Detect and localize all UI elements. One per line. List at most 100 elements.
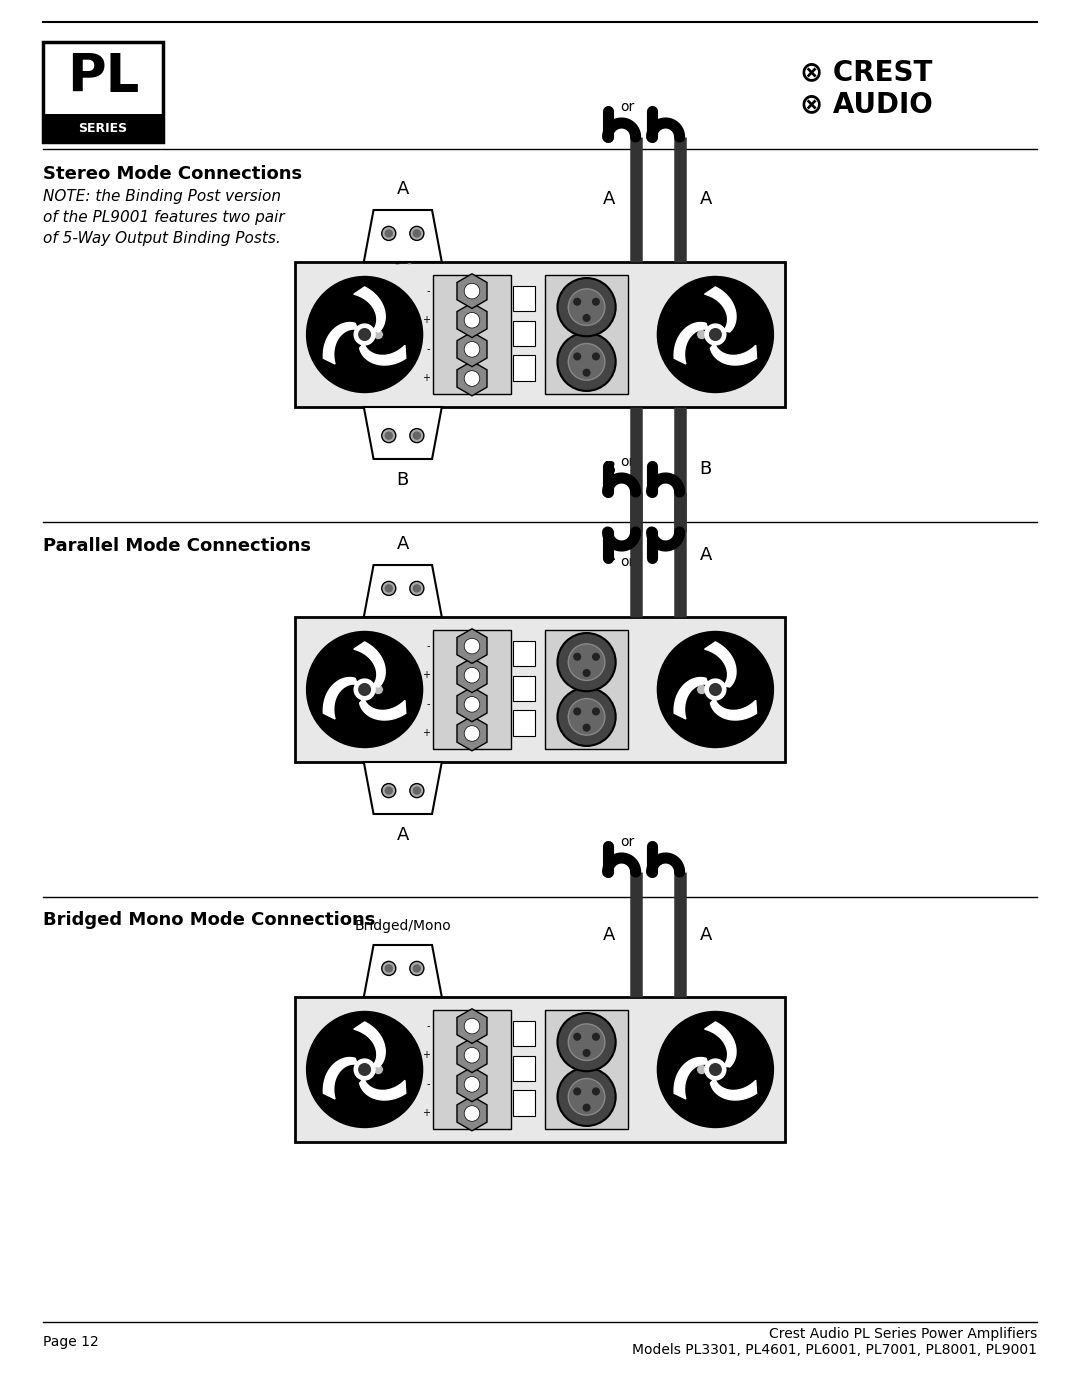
Polygon shape [354,1023,386,1067]
Text: SERIES: SERIES [79,122,127,134]
Circle shape [568,644,605,680]
Text: +: + [421,1108,430,1119]
Circle shape [386,585,392,592]
Bar [513,1021,536,1046]
Circle shape [414,585,420,592]
Circle shape [414,787,420,793]
Text: -: - [427,1080,430,1090]
Circle shape [568,344,605,380]
Text: Bridged/Mono: Bridged/Mono [354,919,451,933]
Bar [545,630,629,749]
Circle shape [307,1011,422,1127]
Circle shape [568,698,605,735]
Text: or: or [621,455,635,469]
Circle shape [710,683,721,696]
Polygon shape [364,944,442,997]
Circle shape [464,638,480,654]
Polygon shape [674,678,708,719]
Polygon shape [323,323,357,365]
Circle shape [359,1063,370,1076]
Circle shape [464,725,480,742]
Text: B: B [396,471,409,489]
Circle shape [381,581,395,595]
Circle shape [369,326,388,344]
Polygon shape [360,344,406,365]
Circle shape [409,429,423,443]
Circle shape [381,226,395,240]
Circle shape [464,1077,480,1092]
Bar [513,641,536,666]
Circle shape [409,226,423,240]
Circle shape [464,697,480,712]
Text: +: + [421,316,430,326]
Text: ⊗ AUDIO: ⊗ AUDIO [800,89,933,117]
Circle shape [386,231,392,237]
Polygon shape [711,1078,757,1099]
Text: +: + [401,985,413,999]
Circle shape [593,1034,599,1041]
Polygon shape [674,323,708,365]
Text: +: + [375,760,387,774]
Text: Stereo Mode Connections: Stereo Mode Connections [43,165,302,183]
Circle shape [414,965,420,972]
Circle shape [583,1105,590,1111]
Circle shape [583,724,590,731]
Text: Crest Audio PL Series Power Amplifiers
Models PL3301, PL4601, PL6001, PL7001, PL: Crest Audio PL Series Power Amplifiers M… [632,1327,1037,1356]
Circle shape [414,432,420,439]
Text: or: or [621,555,635,569]
Polygon shape [704,643,735,687]
Polygon shape [457,687,487,722]
Circle shape [573,708,581,715]
Bar [43,42,163,142]
Polygon shape [674,1058,708,1099]
Circle shape [573,299,581,305]
Polygon shape [360,1078,406,1099]
Polygon shape [364,407,442,460]
Circle shape [409,581,423,595]
Bar [295,263,785,407]
Polygon shape [704,286,735,332]
Bar [545,275,629,394]
Text: A: A [396,180,409,198]
Circle shape [583,369,590,376]
Circle shape [573,1088,581,1095]
Polygon shape [323,1058,357,1099]
Polygon shape [704,1023,735,1067]
Circle shape [583,1049,590,1056]
Circle shape [692,680,711,698]
Text: A: A [700,545,712,563]
Circle shape [409,784,423,798]
Circle shape [697,685,706,694]
Circle shape [464,341,480,358]
Bar [295,997,785,1141]
Circle shape [557,1013,616,1071]
Bar [513,676,536,701]
Polygon shape [323,678,357,719]
Text: A: A [604,190,616,208]
Text: Bridged Mono Mode Connections: Bridged Mono Mode Connections [43,911,376,929]
Circle shape [568,1078,605,1115]
Bar [433,275,511,394]
Bar [513,355,536,381]
Text: NOTE: the Binding Post version
of the PL9001 features two pair
of 5-Way Output B: NOTE: the Binding Post version of the PL… [43,189,285,246]
Circle shape [307,277,422,393]
Circle shape [381,429,395,443]
Circle shape [710,1063,721,1076]
Circle shape [583,314,590,321]
Polygon shape [457,1097,487,1130]
Circle shape [697,1065,706,1074]
Polygon shape [364,210,442,263]
Circle shape [705,324,726,345]
Text: −: − [375,985,387,999]
Bar [513,1091,536,1116]
Polygon shape [457,1009,487,1044]
Text: +: + [375,250,387,264]
Bar [433,630,511,749]
Polygon shape [364,564,442,617]
Text: -: - [427,286,430,296]
Text: +: + [421,373,430,384]
Polygon shape [354,286,386,332]
Circle shape [557,278,616,337]
Circle shape [593,708,599,715]
Text: or: or [621,835,635,849]
